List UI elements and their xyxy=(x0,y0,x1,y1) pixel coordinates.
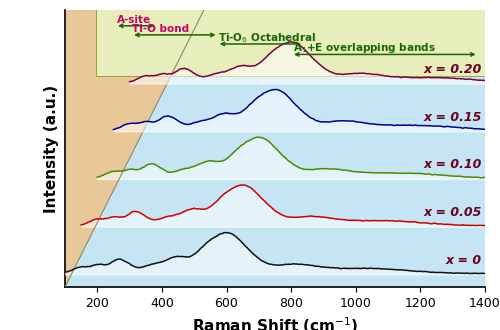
Text: x = 0.10: x = 0.10 xyxy=(424,158,482,171)
Text: A$_1$+E overlapping bands: A$_1$+E overlapping bands xyxy=(293,41,436,55)
Text: A-site: A-site xyxy=(116,15,151,25)
Text: x = 0.20: x = 0.20 xyxy=(424,63,482,76)
Text: x = 0.05: x = 0.05 xyxy=(424,206,482,219)
Polygon shape xyxy=(65,10,204,287)
Bar xyxy=(96,3,485,76)
Y-axis label: Intensity (a.u.): Intensity (a.u.) xyxy=(44,84,60,213)
Text: x = 0.15: x = 0.15 xyxy=(424,111,482,123)
Text: x = 0: x = 0 xyxy=(446,254,482,267)
Text: Ti-O bond: Ti-O bond xyxy=(132,24,190,34)
Text: Ti-O$_6$ Octahedral: Ti-O$_6$ Octahedral xyxy=(218,31,316,45)
X-axis label: Raman Shift (cm$^{-1}$): Raman Shift (cm$^{-1}$) xyxy=(192,315,358,330)
